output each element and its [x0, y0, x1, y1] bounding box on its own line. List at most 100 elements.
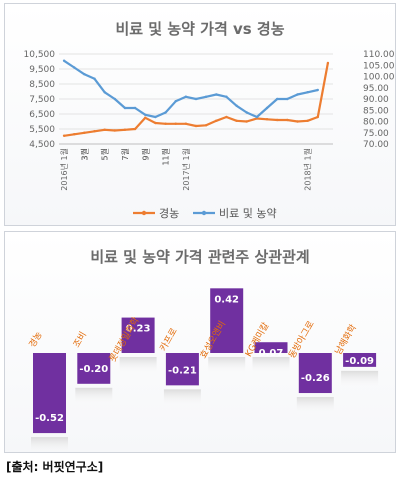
data-point [215, 119, 218, 122]
left-axis-tick: 6,500 [29, 110, 55, 120]
data-point [245, 111, 248, 114]
bar-value-label: 0.23 [126, 324, 151, 335]
data-point [184, 95, 188, 98]
bar-shadow [341, 370, 379, 389]
left-axis-tick: 8,500 [29, 80, 55, 90]
data-point [316, 115, 319, 119]
legend-marker [141, 210, 147, 216]
data-point [73, 66, 76, 69]
right-axis-tick: 105.00 [363, 61, 395, 71]
bar-value-label: 0.07 [259, 348, 284, 359]
x-axis-tick: 7월 [120, 148, 130, 160]
x-axis-tick: 3월 [79, 148, 89, 160]
category-label: 카프로 [158, 326, 180, 353]
bar [210, 288, 244, 353]
left-axis-tick: 4,500 [29, 140, 55, 150]
bar-value-label: -0.20 [79, 364, 108, 375]
data-point [133, 106, 137, 110]
x-axis-tick: 5월 [100, 148, 110, 160]
data-point [225, 115, 228, 119]
x-axis-tick: 11월 [161, 148, 171, 166]
x-axis-tick: 11월 [161, 148, 171, 166]
data-point [154, 121, 157, 125]
data-point [73, 133, 76, 136]
data-point [275, 97, 279, 101]
data-point [245, 120, 248, 123]
data-point [113, 129, 117, 132]
right-axis-tick: 95.00 [363, 84, 389, 94]
x-axis-tick: 2017년 1월 [181, 148, 191, 191]
x-axis-tick: 9월 [140, 148, 150, 160]
data-point [306, 91, 309, 94]
data-point [93, 77, 96, 80]
bar-value-label: -0.09 [345, 356, 374, 367]
left-axis-tick: 9,500 [29, 65, 55, 75]
data-point [93, 130, 96, 133]
data-point [204, 95, 208, 98]
data-point [103, 128, 106, 131]
data-point [113, 97, 117, 101]
category-label: 경농 [26, 329, 45, 349]
data-point [194, 124, 198, 128]
left-axis-tick: 10,500 [24, 50, 56, 60]
data-point [286, 97, 289, 101]
bar [165, 353, 199, 386]
bar [77, 353, 111, 384]
data-point [235, 104, 238, 107]
left-axis-tick: 5,500 [29, 125, 55, 135]
data-point [235, 119, 238, 122]
right-axis-tick: 85.00 [363, 106, 389, 116]
bar [254, 342, 288, 353]
data-point [326, 61, 330, 65]
data-point [83, 73, 86, 76]
data-point [316, 88, 319, 92]
x-axis-tick: 2018년 1월 [303, 148, 313, 191]
right-axis-tick: 110.00 [363, 50, 395, 60]
data-point [275, 118, 279, 122]
data-point [296, 120, 299, 123]
category-label: 조비 [71, 330, 89, 350]
data-point [133, 127, 137, 131]
bar-shadow [296, 397, 334, 416]
data-point [164, 122, 167, 125]
legend-label: 비료 및 농약 [219, 206, 277, 220]
right-axis-tick: 100.00 [363, 73, 395, 83]
data-point [144, 116, 147, 119]
line-chart: 비료 및 농약 가격 vs 경농 4,500 5,500 6,500 7,500 8,5… [24, 20, 395, 220]
bar-value-label: -0.21 [168, 365, 197, 376]
x-axis-tick: 5월 [100, 148, 110, 160]
data-point [103, 91, 106, 94]
data-point [123, 106, 127, 110]
bar-chart-title: 비료 및 농약 가격 관련주 상관관계 [90, 248, 309, 266]
bar [121, 317, 155, 353]
bar-shadow [163, 389, 201, 408]
data-point [225, 95, 228, 98]
legend-label: 경농 [159, 207, 179, 220]
data-point [164, 111, 167, 114]
x-axis-tick: 3월 [79, 148, 89, 160]
data-point [296, 93, 299, 96]
data-point [265, 118, 269, 121]
data-point [174, 100, 177, 103]
data-point [306, 119, 309, 122]
data-point [255, 115, 259, 119]
data-point [184, 122, 188, 125]
bar-chart: 비료 및 농약 가격 관련주 상관관계 -0.52경농-0.20조비0.23롯데… [26, 248, 379, 452]
x-axis-tick: 3월 [79, 148, 89, 160]
category-label: 남해화학 [333, 323, 359, 357]
right-axis-tick: 80.00 [363, 118, 389, 128]
data-point [154, 115, 157, 119]
bar-value-label: 0.42 [214, 294, 239, 305]
x-axis-tick: 9월 [140, 148, 150, 160]
bar [33, 353, 66, 434]
data-point [286, 118, 289, 122]
x-axis-tick: 7월 [120, 148, 130, 160]
bar-shadow [119, 357, 157, 375]
bar-shadow [252, 357, 290, 375]
data-point [62, 59, 66, 62]
data-point [174, 122, 177, 125]
data-point [123, 128, 127, 131]
bar-value-label: -0.52 [35, 413, 64, 424]
line-chart-title: 비료 및 농약 가격 vs 경농 [115, 20, 284, 38]
data-point [215, 93, 218, 96]
